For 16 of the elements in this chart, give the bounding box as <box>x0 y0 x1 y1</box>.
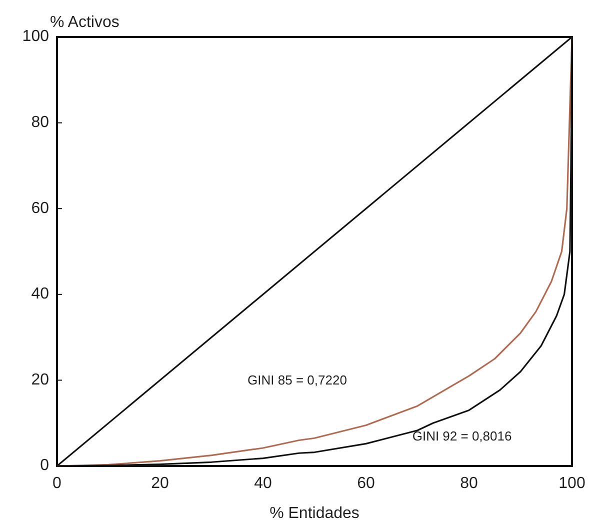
y-tick-label: 100 <box>22 28 50 46</box>
y-axis-title: % Activos <box>50 14 120 31</box>
x-tick-label: 40 <box>254 475 272 492</box>
x-tick-label: 60 <box>357 475 375 492</box>
x-tick-label: 100 <box>558 475 586 492</box>
y-tick-label: 20 <box>31 371 50 388</box>
annotation: GINI 85 = 0,7220 <box>248 372 347 388</box>
annotation: GINI 92 = 0,8016 <box>412 428 512 444</box>
y-tick-label: 0 <box>40 457 50 474</box>
x-axis-title: % Entidades <box>270 505 360 522</box>
y-tick-label: 80 <box>31 114 50 132</box>
x-tick-label: 80 <box>460 475 478 492</box>
x-tick-label: 0 <box>52 475 62 492</box>
x-tick-label: 20 <box>151 475 169 492</box>
y-tick-label: 40 <box>31 286 50 303</box>
y-tick-label: 60 <box>31 200 50 217</box>
